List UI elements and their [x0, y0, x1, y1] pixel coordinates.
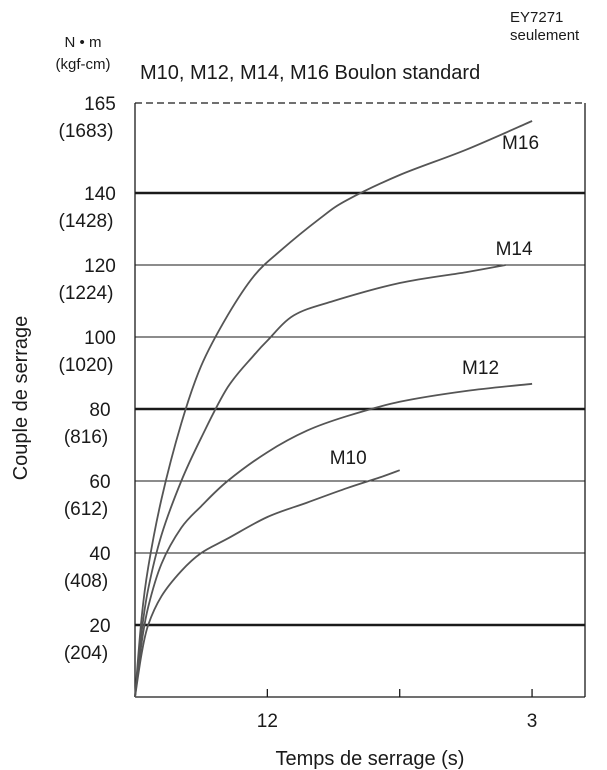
y-axis-title: Couple de serrage: [10, 316, 32, 481]
y-tick-label: 165: [84, 94, 116, 115]
series-curve-m12: [134, 382, 533, 698]
y-tick-label: 60: [89, 472, 110, 493]
y-tick-sublabel: (1683): [59, 121, 114, 142]
axes: [134, 103, 586, 698]
y-tick-sublabel: (408): [64, 571, 108, 592]
series-curves: [134, 120, 533, 698]
y-tick-sublabel: (816): [64, 427, 108, 448]
chart-title: M10, M12, M14, M16 Boulon standard: [140, 62, 480, 84]
x-tick-label: 3: [527, 711, 538, 732]
tick-labels: 20 (204) 40 (408) 60 (612) 80 (816) 100 (1020) 120…: [59, 94, 539, 732]
series-label-m14: M14: [496, 239, 533, 260]
y-tick-sublabel: (1224): [59, 283, 114, 304]
y-tick-sublabel: (612): [64, 499, 108, 520]
y-tick-label: 80: [89, 400, 110, 421]
series-label-m12: M12: [462, 358, 499, 379]
series-curve-m16: [134, 120, 533, 698]
y-unit-line1: N • m: [65, 34, 102, 51]
x-tick-label: 12: [257, 711, 278, 732]
series-label-m10: M10: [330, 448, 367, 469]
series-curve-m14: [134, 264, 506, 698]
series-label-m16: M16: [502, 133, 539, 154]
y-tick-sublabel: (204): [64, 643, 108, 664]
y-tick-label: 120: [84, 256, 116, 277]
y-unit-line2: (kgf-cm): [56, 56, 111, 73]
model-note-line1: EY7271: [510, 9, 563, 26]
y-tick-label: 40: [89, 544, 110, 565]
series-curve-m10: [134, 469, 401, 698]
x-axis-title: Temps de serrage (s): [276, 748, 465, 770]
y-tick-sublabel: (1020): [59, 355, 114, 376]
y-tick-label: 100: [84, 328, 116, 349]
y-tick-label: 20: [89, 616, 110, 637]
model-note-line2: seulement: [510, 27, 580, 44]
y-tick-sublabel: (1428): [59, 211, 114, 232]
y-tick-label: 140: [84, 184, 116, 205]
